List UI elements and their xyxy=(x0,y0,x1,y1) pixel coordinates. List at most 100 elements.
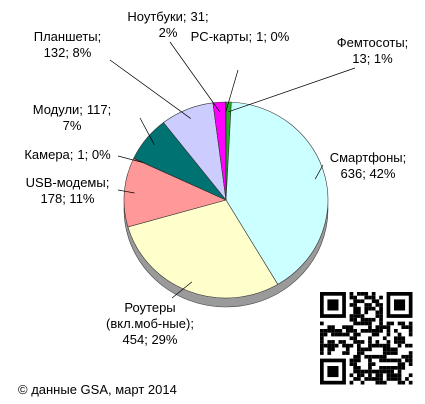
pie-slice xyxy=(225,101,329,285)
qr-module xyxy=(349,314,354,318)
qr-module xyxy=(375,332,380,337)
qr-module xyxy=(368,336,372,341)
qr-module xyxy=(375,329,380,333)
qr-module xyxy=(360,347,365,352)
data-label: Планшеты; 132; 8% xyxy=(10,29,125,61)
qr-module xyxy=(394,329,398,333)
qr-module xyxy=(394,347,398,352)
qr-module xyxy=(379,317,383,322)
qr-module xyxy=(379,329,383,333)
qr-module xyxy=(368,340,372,344)
qr-module xyxy=(401,340,406,344)
qr-module xyxy=(375,373,380,378)
qr-module xyxy=(390,377,394,381)
qr-module xyxy=(379,380,383,385)
qr-module xyxy=(368,369,372,374)
qr-module xyxy=(349,317,354,322)
qr-module xyxy=(408,325,413,329)
qr-module xyxy=(408,358,413,363)
qr-module xyxy=(320,351,324,355)
qr-module xyxy=(394,366,398,370)
qr-module xyxy=(386,358,391,363)
qr-module xyxy=(408,354,413,359)
slice-value: 178; 11% xyxy=(40,191,95,206)
qr-module xyxy=(327,340,332,344)
qr-module xyxy=(401,380,406,385)
qr-module xyxy=(397,369,402,374)
qr-module xyxy=(379,354,383,359)
qr-module xyxy=(331,329,335,333)
qr-module xyxy=(397,380,402,385)
qr-module xyxy=(353,332,357,337)
qr-module xyxy=(375,369,380,374)
qr-module xyxy=(364,329,369,333)
qr-module xyxy=(386,351,391,355)
qr-module xyxy=(327,351,332,355)
data-label: Ноутбуки; 31; 2% xyxy=(118,9,218,41)
slice-value: 31; 2% xyxy=(158,9,209,40)
qr-module xyxy=(386,332,391,337)
qr-module xyxy=(371,377,376,381)
qr-module xyxy=(375,343,380,348)
leader-line xyxy=(109,59,191,119)
qr-module xyxy=(394,340,398,344)
qr-module xyxy=(394,351,398,355)
qr-module xyxy=(405,377,409,381)
qr-module xyxy=(331,343,335,348)
qr-module xyxy=(360,314,365,318)
qr-module xyxy=(357,354,361,359)
qr-module xyxy=(353,314,357,318)
qr-module xyxy=(382,369,387,374)
qr-module xyxy=(331,347,335,352)
qr-module xyxy=(382,351,387,355)
slice-value: 132; 8% xyxy=(43,45,92,60)
qr-module xyxy=(345,343,350,348)
qr-module xyxy=(342,351,346,355)
qr-module xyxy=(382,325,387,329)
qr-code xyxy=(318,290,415,387)
qr-module xyxy=(382,358,387,363)
qr-module xyxy=(364,369,369,374)
qr-module xyxy=(379,377,383,381)
qr-module xyxy=(375,380,380,385)
qr-module xyxy=(360,373,365,378)
qr-module xyxy=(368,295,372,300)
qr-module xyxy=(408,380,413,385)
qr-module xyxy=(353,362,357,366)
qr-module xyxy=(338,340,343,344)
qr-module xyxy=(371,299,376,304)
qr-module xyxy=(390,366,394,370)
qr-module xyxy=(397,366,402,370)
qr-module xyxy=(360,340,365,344)
qr-module xyxy=(386,343,391,348)
qr-module xyxy=(368,306,372,311)
qr-module xyxy=(375,354,380,359)
qr-module xyxy=(323,329,328,333)
qr-module xyxy=(379,295,383,300)
qr-module xyxy=(408,373,413,378)
qr-module xyxy=(405,354,409,359)
qr-module xyxy=(357,340,361,344)
qr-module xyxy=(397,358,402,363)
qr-module xyxy=(364,377,369,381)
qr-module xyxy=(338,329,343,333)
leader-line xyxy=(117,155,144,163)
qr-module xyxy=(357,299,361,304)
qr-module xyxy=(345,351,350,355)
qr-module xyxy=(379,303,383,307)
qr-module xyxy=(349,373,354,378)
qr-module xyxy=(364,295,369,300)
slice-name: Фемтосоты; xyxy=(336,35,409,50)
qr-module xyxy=(401,321,406,326)
qr-module xyxy=(357,351,361,355)
qr-module xyxy=(357,347,361,352)
leader-line xyxy=(171,281,193,299)
qr-module xyxy=(397,373,402,378)
qr-module xyxy=(320,321,324,326)
qr-module xyxy=(386,325,391,329)
qr-module xyxy=(334,332,339,337)
qr-module xyxy=(379,314,383,318)
qr-module xyxy=(320,336,324,341)
qr-module xyxy=(390,373,394,378)
qr-module xyxy=(382,347,387,352)
